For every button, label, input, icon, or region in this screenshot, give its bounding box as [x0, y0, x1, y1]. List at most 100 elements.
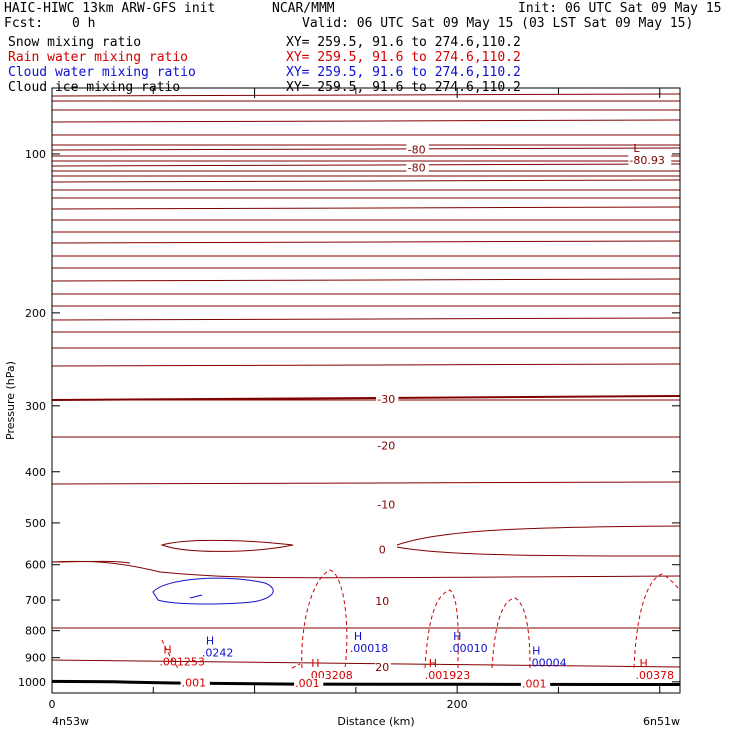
y-tick-label: 700: [25, 594, 46, 607]
y-tick-label: 100: [25, 148, 46, 161]
rain-contour-label: .001: [182, 676, 207, 689]
isotherm-line: [51, 481, 681, 485]
low-value: -80.93: [629, 154, 664, 167]
rain-contour: [633, 573, 681, 669]
isotherm-line: [51, 659, 681, 668]
cloud-max-value: .00018: [350, 642, 389, 655]
isotherm-line: [51, 363, 681, 367]
field-name-cloud-water: Cloud water mixing ratio: [8, 65, 196, 80]
contour-labels: -80-80-30-20-1001020L-80.93H.0242H.00018…: [159, 142, 674, 690]
isotherm-closed: [160, 539, 294, 552]
terrain-layer: [51, 679, 681, 686]
rain-max-value: .00378: [635, 669, 674, 682]
y-tick-label: 900: [25, 652, 46, 665]
field-name-snow: Snow mixing ratio: [8, 35, 142, 50]
rain-contour-label-bg: [294, 677, 324, 689]
temperature-label-bg: [375, 662, 392, 674]
isotherm-line: [51, 560, 131, 564]
temperature-label: -10: [377, 498, 395, 511]
rain-max-symbol: H: [639, 657, 647, 670]
temperature-contours: [51, 93, 681, 668]
isotherm-line: [51, 560, 681, 579]
terrain-line: [51, 679, 681, 686]
x-tick-label: 0: [49, 698, 56, 711]
isotherm-zero: [51, 395, 681, 401]
cloud-water-contours: [152, 577, 274, 605]
rain-contour: [301, 569, 348, 669]
field-xy-cloud-ice: XY= 259.5, 91.6 to 274.6,110.2: [286, 80, 521, 95]
temperature-label: 10: [375, 595, 389, 608]
valid-time: Valid: 06 UTC Sat 09 May 15 (03 LST Sat …: [302, 16, 694, 31]
x-tick-label: 200: [447, 698, 468, 711]
temperature-label-bg: [376, 440, 399, 452]
temperature-label-bg: [406, 162, 429, 174]
temperature-label-bg: [375, 596, 392, 608]
cloud-max-symbol: H: [453, 630, 461, 643]
cloud-water-contour: [152, 577, 274, 605]
x-right-endpoint: 6n51w: [643, 715, 680, 728]
temperature-label: 0: [379, 544, 386, 557]
cloud-max-symbol: H: [532, 645, 540, 658]
rain-contours: [161, 569, 681, 669]
model-title: HAIC-HIWC 13km ARW-GFS init: [4, 1, 216, 16]
temperature-label: -80: [408, 161, 426, 174]
y-tick-label: 200: [25, 307, 46, 320]
temperature-label-bg: [376, 499, 399, 511]
temperature-label: -20: [377, 440, 395, 453]
rain-max-value: .001253: [159, 655, 205, 668]
isotherm-line: [51, 240, 681, 244]
field-xy-rain: XY= 259.5, 91.6 to 274.6,110.2: [286, 50, 521, 65]
rain-contour: [491, 597, 531, 669]
isotherm-line: [51, 206, 681, 210]
rain-contour-label: .001: [295, 677, 320, 690]
isotherm-line: [51, 93, 681, 97]
rain-max-symbol: H: [311, 657, 319, 670]
temperature-label-bg: [378, 544, 388, 556]
x-left-endpoint: 4n53w: [52, 715, 89, 728]
y-axis-label: Pressure (hPa): [4, 361, 17, 440]
y-tick-label: 300: [25, 400, 46, 413]
org-label: NCAR/MMM: [272, 1, 335, 16]
isotherm-line: [396, 546, 681, 557]
temperature-label-bg: [406, 144, 429, 156]
isotherm-line: [51, 119, 681, 123]
y-tick-label: 800: [25, 625, 46, 638]
rain-contour: [161, 639, 179, 669]
y-tick-label: 600: [25, 559, 46, 572]
temperature-label: 20: [375, 661, 389, 674]
low-value-bg: [628, 155, 672, 167]
field-xy-snow: XY= 259.5, 91.6 to 274.6,110.2: [286, 35, 521, 50]
y-tick-label: 400: [25, 466, 46, 479]
isotherm-line: [396, 525, 681, 546]
cloud-max-symbol: H: [206, 635, 214, 648]
temperature-label: -30: [377, 393, 395, 406]
field-name-rain: Rain water mixing ratio: [8, 50, 189, 65]
y-tick-label: 500: [25, 517, 46, 530]
rain-max-value: .001923: [425, 669, 471, 682]
temperature-label-bg: [376, 393, 399, 405]
rain-contour-label-bg: [180, 677, 210, 689]
cloud-max-value: .00004: [528, 657, 567, 670]
forecast-hour: 0 h: [72, 16, 96, 31]
cloud-water-contour: [189, 594, 203, 599]
init-time: Init: 06 UTC Sat 09 May 15: [518, 1, 722, 16]
temperature-label: -80: [408, 143, 426, 156]
x-axis-label: Distance (km): [337, 715, 414, 728]
y-tick-label: 1000: [18, 676, 46, 689]
isotherm-line: [51, 317, 681, 321]
cloud-max-value: .0242: [202, 647, 234, 660]
low-symbol: L: [633, 142, 640, 155]
rain-contour: [424, 589, 459, 669]
plot-frame: [51, 87, 681, 694]
forecast-label: Fcst:: [4, 16, 44, 31]
field-xy-cloud-water: XY= 259.5, 91.6 to 274.6,110.2: [286, 65, 521, 80]
isotherm-line: [51, 278, 681, 282]
rain-contour-label: .001: [522, 678, 547, 691]
rain-max-symbol: H: [429, 657, 437, 670]
isotherm-line: [51, 179, 681, 183]
rain-contour: [291, 663, 301, 669]
rain-contour-label-bg: [520, 678, 551, 690]
isotherm-line: [51, 163, 681, 167]
